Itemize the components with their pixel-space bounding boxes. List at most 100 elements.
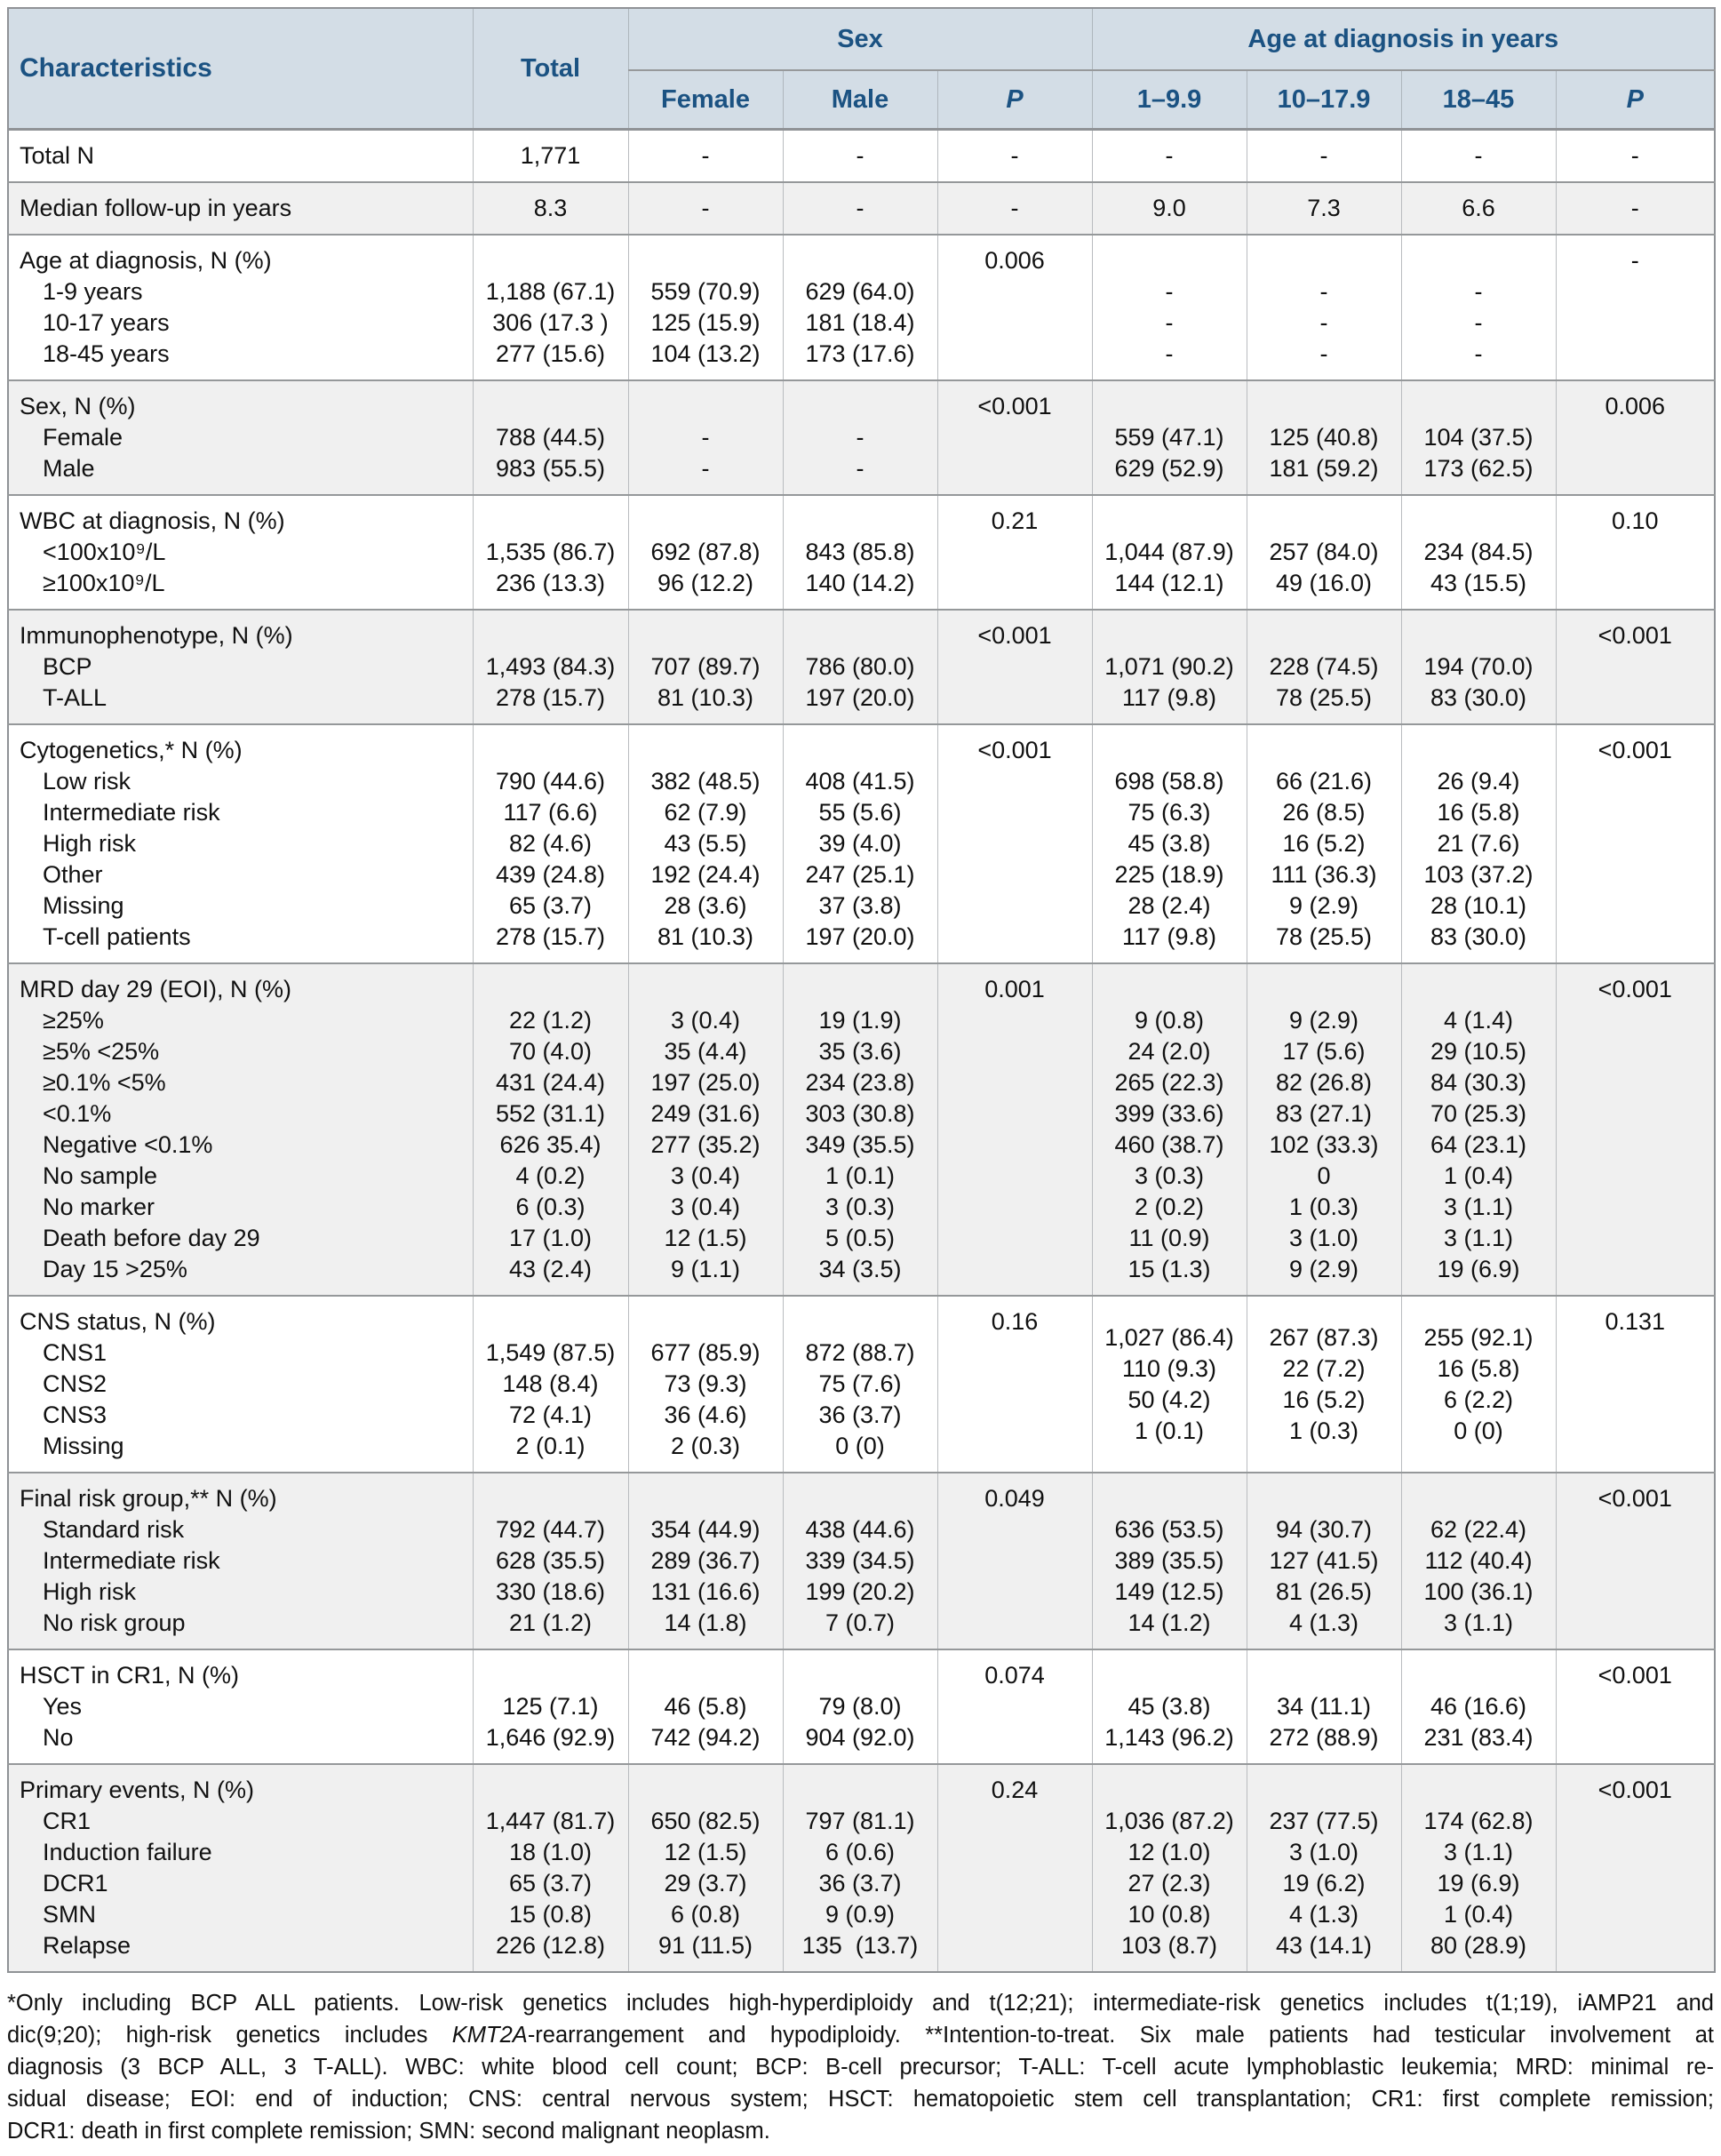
cell-age-1-9: - - - — [1091, 234, 1247, 380]
cell-value: - — [1010, 195, 1019, 221]
cell-p-sex: 0.006 — [936, 234, 1093, 380]
cell-value: 197 (25.0) — [650, 1069, 761, 1096]
cell-value: 3 (1.1) — [1443, 1225, 1514, 1251]
cell-value: - — [701, 424, 710, 451]
cell-value: 339 (34.5) — [805, 1547, 915, 1574]
cell-age-10-17: 7.3 — [1246, 181, 1402, 235]
group-label: Final risk group,** N (%) — [20, 1485, 277, 1512]
cell-value: - — [701, 455, 710, 482]
cell-value — [477, 245, 625, 276]
cell-value: 5 (0.5) — [825, 1225, 896, 1251]
sub-label: 1-9 years — [43, 278, 143, 305]
cell-value: 3 (1.0) — [1288, 1839, 1359, 1865]
cell-value: 629 (64.0) — [805, 278, 915, 305]
section-cns-status: CNS status, N (%) CNS1 CNS2 CNS3 Missing 1,54… — [7, 1295, 1716, 1473]
cell-value: 439 (24.8) — [495, 861, 606, 888]
sub-label: CNS1 — [43, 1339, 108, 1366]
cell-value: <0.001 — [977, 622, 1052, 649]
cell-p-age: <0.001 — [1555, 1649, 1716, 1764]
cell-value: - — [1474, 340, 1483, 367]
cell-value: 460 (38.7) — [1114, 1131, 1224, 1158]
cell-value: 22 (1.2) — [508, 1007, 593, 1034]
cell-value: 2 (0.1) — [515, 1433, 586, 1459]
cell-value: 3 (1.1) — [1443, 1839, 1514, 1865]
cell-value: 3 (0.3) — [1134, 1162, 1205, 1189]
cell-value: 45 (3.8) — [1127, 830, 1211, 857]
cell-value: 75 (7.6) — [818, 1370, 902, 1397]
cell-value: 1,143 (96.2) — [1104, 1724, 1234, 1751]
cell-p-age: <0.001 — [1555, 1763, 1716, 1972]
cell-total: 1,447 (81.7) 18 (1.0) 65 (3.7) 15 (0.8) 226 … — [472, 1763, 629, 1972]
cell-p-sex: <0.001 — [936, 723, 1093, 963]
cell-value: 16 (5.2) — [1282, 830, 1366, 857]
sub-label: Other — [43, 861, 103, 888]
cell-value: 29 (10.5) — [1430, 1038, 1527, 1065]
cell-age-18-45: 255 (92.1) 16 (5.8) 6 (2.2) 0 (0) — [1400, 1295, 1557, 1473]
cell-value: 35 (4.4) — [664, 1038, 747, 1065]
cell-age-18-45: 6.6 — [1400, 181, 1557, 235]
header-age-1-9: 1–9.9 — [1091, 69, 1247, 130]
cell-value: 3 (0.4) — [670, 1162, 741, 1189]
group-label: Primary events, N (%) — [20, 1777, 255, 1803]
cell-female: 559 (70.9) 125 (15.9) 104 (13.2) — [627, 234, 784, 380]
cell-value: 330 (18.6) — [495, 1578, 606, 1605]
cell-value: 70 (25.3) — [1430, 1100, 1527, 1127]
cell-value: 17 (5.6) — [1282, 1038, 1366, 1065]
group-label: WBC at diagnosis, N (%) — [20, 507, 285, 534]
cell-value: 17 (1.0) — [508, 1225, 593, 1251]
sub-label: T-ALL — [43, 684, 108, 711]
cell-value: 144 (12.1) — [1114, 570, 1224, 596]
sub-label: T-cell patients — [43, 923, 191, 950]
cell-value: - — [1165, 309, 1174, 336]
cell-value: 3 (1.0) — [1288, 1225, 1359, 1251]
cell-value: 6 (0.8) — [670, 1901, 741, 1928]
footnote-line: dic(9;20); high-risk genetics includes K… — [7, 2019, 1714, 2051]
cell-total: 1,188 (67.1) 306 (17.3 ) 277 (15.6) — [472, 234, 629, 380]
cell-value: 35 (3.6) — [818, 1038, 902, 1065]
cell-value — [1251, 735, 1398, 766]
cell-value: <0.001 — [1598, 976, 1672, 1002]
cell-value: 43 (2.4) — [508, 1256, 593, 1282]
sub-label: Yes — [43, 1693, 83, 1720]
cell-value: 692 (87.8) — [650, 539, 761, 565]
cell-value: 70 (4.0) — [508, 1038, 593, 1065]
cell-p-sex: 0.16 — [936, 1295, 1093, 1473]
cell-male: -- — [782, 379, 938, 495]
sub-label: 10-17 years — [43, 309, 170, 336]
group-label: CNS status, N (%) — [20, 1308, 216, 1335]
group-label: Immunophenotype, N (%) — [20, 622, 293, 649]
cell-value: 131 (16.6) — [650, 1578, 761, 1605]
cell-value: 78 (25.5) — [1275, 923, 1373, 950]
sub-label: <100x10⁹/L — [43, 539, 166, 565]
cell-total: 1,771 — [472, 128, 629, 182]
cell-value: 104 (37.5) — [1423, 424, 1534, 451]
header-characteristics: Characteristics — [7, 8, 474, 130]
section-wbc-at-diagnosis: WBC at diagnosis, N (%) <100x10⁹/L ≥100x10… — [7, 494, 1716, 610]
cell-p-sex: 0.049 — [936, 1472, 1093, 1649]
cell-age-18-45: 194 (70.0) 83 (30.0) — [1400, 609, 1557, 724]
cell-value: 197 (20.0) — [805, 923, 915, 950]
cell-value: 742 (94.2) — [650, 1724, 761, 1751]
cell-value: <0.001 — [1598, 1485, 1672, 1512]
cell-total: 22 (1.2) 70 (4.0) 431 (24.4) 552 (31.1) 626 … — [472, 962, 629, 1296]
cell-value — [1406, 1775, 1552, 1806]
cell-value: 36 (3.7) — [818, 1401, 902, 1428]
cell-value — [1096, 506, 1243, 537]
group-label: Age at diagnosis, N (%) — [20, 247, 272, 274]
cell-value — [1096, 974, 1243, 1005]
cell-age-1-9: 9 (0.8) 24 (2.0) 265 (22.3) 399 (33.6) 460 (… — [1091, 962, 1247, 1296]
sub-label: Negative <0.1% — [43, 1131, 213, 1158]
cell-value: 236 (13.3) — [495, 570, 606, 596]
sub-label: Low risk — [43, 768, 131, 795]
header-female: Female — [627, 69, 784, 130]
section-total-n: Total N 1,771 - - - - - - - — [7, 128, 1716, 182]
footnote-line: DCR1: death in first complete remission;… — [7, 2119, 770, 2144]
footnote-text: -rearrangement and hypodiploidy. **Inten… — [527, 2023, 1714, 2048]
cell-value — [1406, 1483, 1552, 1514]
sub-label: Intermediate risk — [43, 799, 220, 826]
cell-value: 9 (1.1) — [670, 1256, 741, 1282]
cell-value: 626 35.4) — [499, 1131, 602, 1158]
cell-value: 226 (12.8) — [495, 1932, 606, 1959]
cell-p-sex: <0.001 — [936, 609, 1093, 724]
sub-label: High risk — [43, 1578, 137, 1605]
